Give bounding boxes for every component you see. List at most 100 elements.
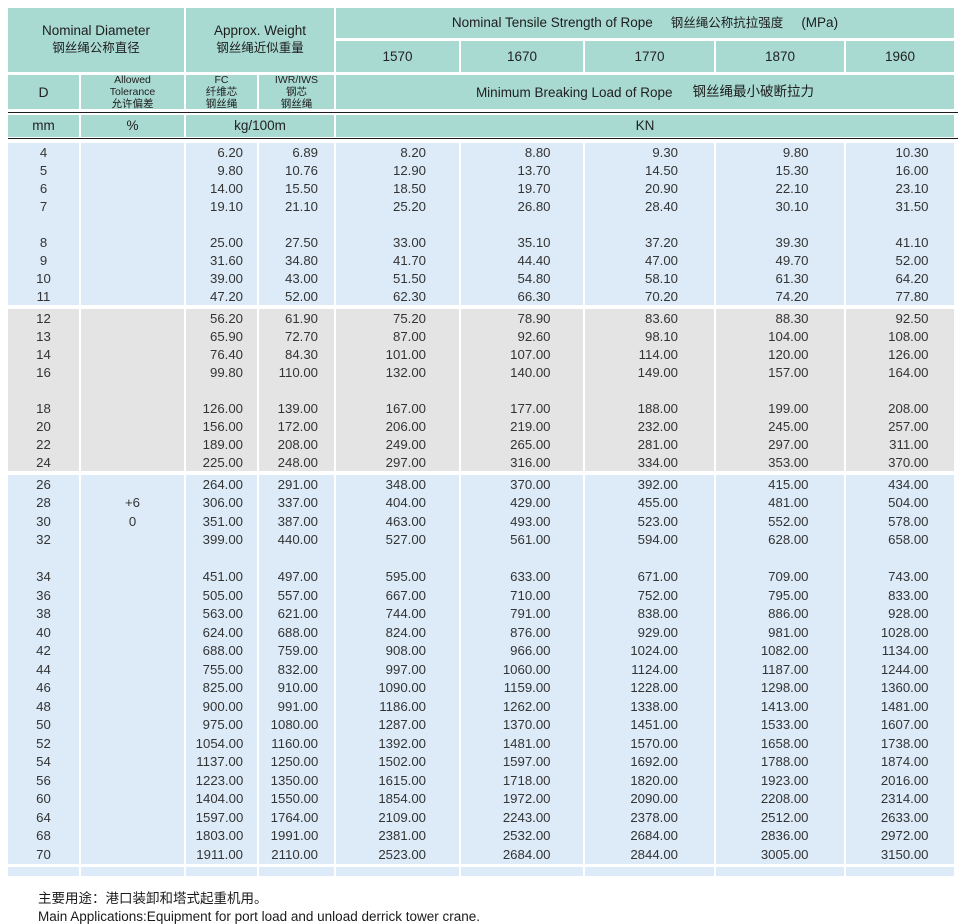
value: 74.20 [775, 288, 809, 304]
cell-weight-iwr [259, 381, 334, 399]
cell-d: 38 [8, 604, 79, 623]
cell-kn-1870: 2208.00 [716, 789, 844, 808]
value: 44.40 [517, 252, 551, 268]
cell-tolerance [81, 381, 184, 399]
value: 87.00 [392, 328, 426, 344]
cell-kn-1870: 1658.00 [716, 734, 844, 753]
cell-weight-fc: 189.00 [186, 435, 257, 453]
value: 19.10 [209, 198, 243, 214]
cell-tolerance [81, 641, 184, 660]
value: 633.00 [510, 569, 551, 585]
cell-kn-1570 [336, 215, 459, 233]
cell-kn-1960: 311.00 [846, 435, 954, 453]
value: 30.10 [775, 198, 809, 214]
value: 1160.00 [271, 735, 318, 751]
table-block: 26 264.00 291.00 348.00 370.00 392.00 415.00 43… [8, 475, 958, 864]
value: 37.20 [644, 234, 678, 250]
value: 795.00 [768, 587, 809, 603]
cell-weight-fc: 65.90 [186, 327, 257, 345]
cell-kn-1770: 37.20 [585, 233, 714, 251]
cell-kn-1960: 23.10 [846, 179, 954, 197]
value: 1024.00 [630, 643, 678, 659]
value: 16.00 [895, 162, 929, 178]
cell-kn-1960: 1244.00 [846, 660, 954, 679]
cell-tolerance [81, 808, 184, 827]
nominal-diameter-zh: 钢丝绳公称直径 [52, 41, 140, 56]
value: 1244.00 [880, 661, 929, 677]
cell-kn-1670: 54.80 [461, 269, 583, 287]
cell-weight-iwr: 139.00 [259, 399, 334, 417]
value: 84.30 [284, 346, 318, 362]
cell-kn-1960: 41.10 [846, 233, 954, 251]
value: 140.00 [510, 364, 551, 380]
value: 1451.00 [630, 717, 678, 733]
cell-kn-1960 [846, 215, 954, 233]
cell-kn-1770: 752.00 [585, 586, 714, 605]
cell-kn-1570: 51.50 [336, 269, 459, 287]
value: 28.40 [644, 198, 678, 214]
cell-kn-1770: 523.00 [585, 512, 714, 531]
iwr-en: IWR/IWS [274, 73, 319, 86]
cell-weight-iwr: 557.00 [259, 586, 334, 605]
cell-weight-iwr: 208.00 [259, 435, 334, 453]
value: 886.00 [768, 606, 809, 622]
cell-kn-1960: 1607.00 [846, 715, 954, 734]
value: 98.10 [644, 328, 678, 344]
value: 72.70 [284, 328, 318, 344]
cell-kn-1770: 70.20 [585, 287, 714, 305]
cell-d: 36 [8, 586, 79, 605]
cell-kn-1770: 392.00 [585, 475, 714, 494]
cell-weight-iwr: 387.00 [259, 512, 334, 531]
value: 755.00 [202, 661, 243, 677]
value: 1533.00 [760, 717, 809, 733]
cell-weight-iwr: 6.89 [259, 143, 334, 161]
cell-kn-1770: 9.30 [585, 143, 714, 161]
value: 440.00 [277, 532, 318, 548]
cell-tolerance [81, 715, 184, 734]
cell-kn-1570: 297.00 [336, 453, 459, 471]
cell-weight-fc: 6.20 [186, 143, 257, 161]
cell-d: 28 [8, 493, 79, 512]
cell-tolerance [81, 660, 184, 679]
cell-kn-1670: 1597.00 [461, 752, 583, 771]
value: 481.00 [768, 495, 809, 511]
value: 70.20 [644, 288, 678, 304]
cell-tolerance [81, 327, 184, 345]
value: 910.00 [277, 680, 318, 696]
value: 52.00 [284, 288, 318, 304]
cell-kn-1770: 1124.00 [585, 660, 714, 679]
cell-weight-iwr: 1080.00 [259, 715, 334, 734]
value: 126.00 [888, 346, 929, 362]
cell-kn-1670: 66.30 [461, 287, 583, 305]
value: 1923.00 [760, 772, 809, 788]
strength-grade-1570: 1570 [336, 41, 459, 72]
value: 43.00 [284, 270, 318, 286]
cell-weight-iwr: 1350.00 [259, 771, 334, 790]
cell-tolerance [81, 143, 184, 161]
value: 552.00 [768, 513, 809, 529]
cell-kn-1770 [585, 549, 714, 568]
cell-kn-1570: 908.00 [336, 641, 459, 660]
cell-d: 48 [8, 697, 79, 716]
value: 139.00 [277, 400, 318, 416]
value: 1481.00 [502, 735, 551, 751]
cell-kn-1960: 92.50 [846, 309, 954, 327]
value: 387.00 [277, 513, 318, 529]
cell-kn-1670: 370.00 [461, 475, 583, 494]
value: 2016.00 [880, 772, 929, 788]
value: 47.20 [209, 288, 243, 304]
value: 76.40 [209, 346, 243, 362]
cell-d: 8 [8, 233, 79, 251]
cell-weight-fc: 755.00 [186, 660, 257, 679]
cell-tolerance [81, 530, 184, 549]
value: 1481.00 [880, 698, 929, 714]
value: 316.00 [510, 454, 551, 470]
cell-kn-1870: 199.00 [716, 399, 844, 417]
cell-d: 18 [8, 399, 79, 417]
cell-kn-1670: 1370.00 [461, 715, 583, 734]
strip-cell [186, 866, 257, 876]
cell-weight-iwr: 72.70 [259, 327, 334, 345]
cell-kn-1670: 2532.00 [461, 826, 583, 845]
value: 2109.00 [378, 809, 426, 825]
cell-d: 7 [8, 197, 79, 215]
